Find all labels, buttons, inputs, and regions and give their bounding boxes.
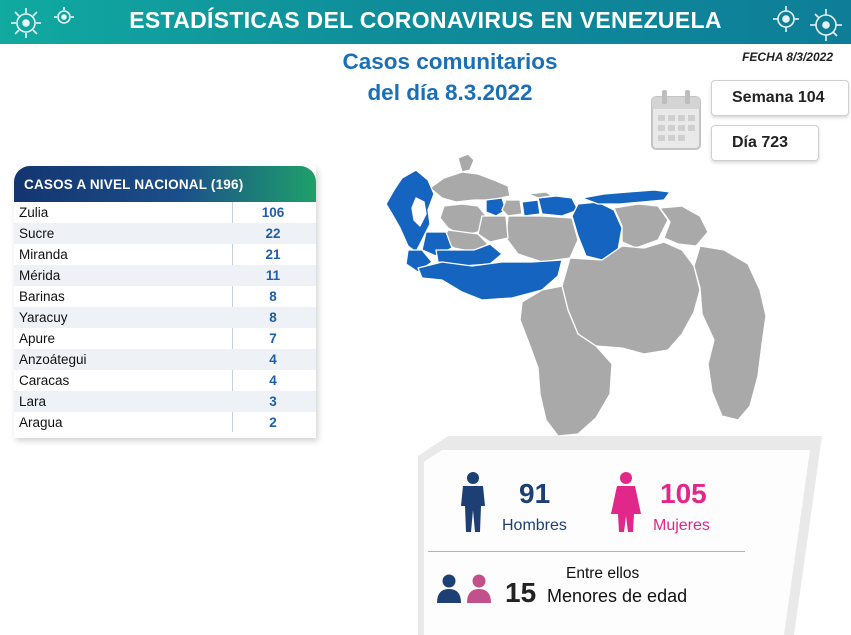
case-count: 22 <box>265 226 281 241</box>
title-line-1: Casos comunitarios <box>342 49 558 74</box>
table-row: Caracas 4 <box>14 370 316 391</box>
minors-intro: Entre ellos <box>566 565 640 582</box>
state-name: Yaracuy <box>19 310 68 325</box>
state-name: Miranda <box>19 247 68 262</box>
map-state-falcon <box>429 171 511 203</box>
case-count: 4 <box>269 352 277 367</box>
day-badge: Día 723 <box>711 125 819 161</box>
national-cases-table: CASOS A NIVEL NACIONAL (196) Zulia 106 Su… <box>14 166 316 438</box>
case-count: 11 <box>265 268 281 283</box>
woman-icon <box>611 472 641 532</box>
map-state-delta <box>659 205 709 247</box>
venezuela-map <box>385 153 767 437</box>
map-state-cojedes <box>477 215 509 243</box>
case-count: 7 <box>269 331 277 346</box>
table-row: Zulia 106 <box>14 202 316 223</box>
map-state-sucre <box>581 189 671 205</box>
virus-icon <box>773 6 842 41</box>
state-name: Lara <box>19 394 47 409</box>
table-row: Yaracuy 8 <box>14 307 316 328</box>
table-header: CASOS A NIVEL NACIONAL (196) <box>14 166 316 202</box>
men-label: Hombres <box>502 517 567 534</box>
table-row: Mérida 11 <box>14 265 316 286</box>
header-title: ESTADÍSTICAS DEL CORONAVIRUS EN VENEZUEL… <box>129 7 722 33</box>
map-state-guarico <box>505 215 579 263</box>
state-name: Barinas <box>19 289 65 304</box>
header-banner: ESTADÍSTICAS DEL CORONAVIRUS EN VENEZUEL… <box>0 0 851 44</box>
case-count: 3 <box>269 394 277 409</box>
map-state-zulia <box>385 169 435 253</box>
map-state-monagas <box>613 203 669 249</box>
men-count: 91 <box>519 478 551 509</box>
state-name: Anzoátegui <box>19 352 87 367</box>
case-count: 8 <box>269 289 277 304</box>
table-header-label: CASOS A NIVEL NACIONAL (196) <box>24 177 244 192</box>
case-count: 4 <box>269 373 277 388</box>
map-state-vargas <box>527 191 553 199</box>
panel-divider <box>428 551 745 552</box>
state-name: Aragua <box>19 415 63 430</box>
table-row: Barinas 8 <box>14 286 316 307</box>
minors-label: Menores de edad <box>547 586 688 606</box>
case-count: 21 <box>265 247 281 262</box>
calendar-icon <box>651 90 701 150</box>
state-name: Zulia <box>19 205 49 220</box>
virus-icon <box>11 7 74 38</box>
case-count: 106 <box>261 205 285 220</box>
case-count: 2 <box>269 415 277 430</box>
state-name: Mérida <box>19 268 61 283</box>
map-state-aragua <box>521 199 541 217</box>
demographics-panel <box>418 436 822 635</box>
map-state-falcon-peninsula <box>457 153 475 173</box>
map-lake-maracaibo <box>411 197 427 227</box>
map-state-esequiba <box>693 245 767 421</box>
week-badge: Semana 104 <box>711 80 849 116</box>
map-state-carabobo <box>501 199 523 217</box>
title-line-2: del día 8.3.2022 <box>367 80 533 105</box>
table-row: Sucre 22 <box>14 223 316 244</box>
map-state-miranda <box>537 195 579 217</box>
table-row: Anzoátegui 4 <box>14 349 316 370</box>
map-state-apure <box>417 259 563 301</box>
table-row: Lara 3 <box>14 391 316 412</box>
man-icon <box>461 472 485 532</box>
state-name: Sucre <box>19 226 55 241</box>
women-label: Mujeres <box>653 517 710 534</box>
women-count: 105 <box>660 478 707 509</box>
map-state-amazonas <box>519 285 613 437</box>
state-name: Caracas <box>19 373 70 388</box>
report-date: FECHA 8/3/2022 <box>742 50 833 64</box>
case-count: 8 <box>269 310 277 325</box>
state-name: Apure <box>19 331 56 346</box>
table-row: Miranda 21 <box>14 244 316 265</box>
children-icon <box>437 574 491 603</box>
table-row: Aragua 2 <box>14 412 316 433</box>
table-row: Apure 7 <box>14 328 316 349</box>
minors-count: 15 <box>505 577 537 608</box>
page-title: Casos comunitarios del día 8.3.2022 <box>320 46 580 108</box>
map-state-yaracuy <box>485 197 507 217</box>
